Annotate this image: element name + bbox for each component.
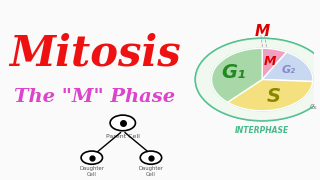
Text: Mitosis: Mitosis — [9, 33, 180, 75]
Text: INTERPHASE: INTERPHASE — [235, 126, 289, 135]
Text: S: S — [266, 87, 280, 106]
Text: G₁: G₁ — [310, 104, 318, 110]
Wedge shape — [212, 48, 262, 102]
Text: G₂: G₂ — [282, 66, 296, 75]
Circle shape — [140, 151, 162, 164]
Circle shape — [110, 115, 135, 131]
Text: Parent Cell: Parent Cell — [106, 134, 140, 139]
Text: Daughter
Cell: Daughter Cell — [79, 166, 104, 177]
Text: G₁: G₁ — [222, 63, 246, 82]
Wedge shape — [262, 48, 287, 80]
Wedge shape — [262, 52, 313, 82]
Text: The "M" Phase: The "M" Phase — [14, 88, 175, 106]
Text: M: M — [255, 24, 270, 39]
Wedge shape — [228, 80, 313, 111]
Text: M: M — [263, 55, 276, 68]
Text: Daughter
Cell: Daughter Cell — [139, 166, 164, 177]
Circle shape — [81, 151, 102, 164]
Wedge shape — [195, 38, 320, 121]
